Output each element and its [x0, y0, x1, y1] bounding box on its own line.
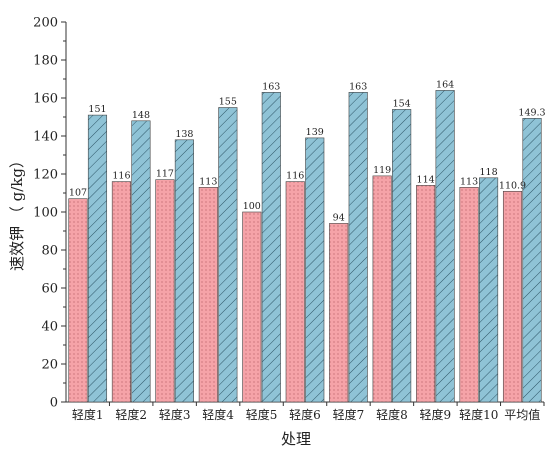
bar-series-1	[198, 187, 218, 403]
x-axis-title: 处理	[281, 430, 311, 448]
data-label: 113	[199, 176, 217, 187]
x-tick-label: 轻度5	[246, 407, 278, 422]
data-label: 148	[132, 110, 150, 121]
data-label: 163	[262, 81, 280, 92]
y-tick-label: 160	[33, 92, 58, 107]
data-label: 110.9	[499, 180, 526, 191]
bar-series-2	[522, 118, 542, 403]
bar-series-2	[392, 109, 412, 403]
y-axis: 0 20 40 60 80 100 120 140 160 180 200	[33, 16, 67, 411]
data-labels-group: 107 151 116 148 117 138 113 155 100 163 116 139 94 16…	[69, 79, 546, 223]
x-tick-label: 轻度10	[459, 407, 498, 422]
bar-series-1	[502, 190, 523, 403]
data-label: 139	[306, 127, 324, 138]
y-tick-label: 40	[41, 320, 58, 335]
data-label: 117	[156, 169, 174, 180]
bar-series-1	[459, 187, 479, 403]
x-tick-label: 轻度7	[333, 407, 365, 422]
bar-series-1	[285, 181, 305, 403]
data-label: 94	[333, 212, 345, 223]
bar-series-2	[218, 107, 238, 403]
bar-series-group	[68, 90, 542, 403]
data-label: 119	[373, 165, 391, 176]
bar-series-1	[111, 181, 131, 403]
x-tick-label: 轻度1	[72, 407, 104, 422]
x-tick-label: 平均值	[504, 407, 540, 422]
y-tick-label: 80	[41, 244, 58, 259]
y-tick-label: 100	[33, 206, 58, 221]
data-label: 116	[286, 171, 304, 182]
bar-series-1	[242, 211, 262, 403]
bar-series-2	[435, 90, 455, 403]
data-label: 164	[436, 79, 454, 90]
data-label: 118	[479, 167, 497, 178]
x-tick-label: 轻度3	[159, 407, 191, 422]
data-label: 155	[219, 97, 237, 108]
bar-series-2	[261, 92, 281, 403]
data-label: 114	[417, 174, 435, 185]
data-label: 154	[393, 98, 411, 109]
y-tick-label: 0	[50, 396, 58, 411]
x-axis: 轻度1 轻度2 轻度3 轻度4 轻度5 轻度6 轻度7 轻度8 轻度9 轻度10 平均值	[66, 401, 545, 422]
data-label: 113	[460, 176, 478, 187]
x-tick-label: 轻度2	[115, 407, 147, 422]
data-label: 138	[175, 129, 193, 140]
data-label: 163	[349, 81, 367, 92]
bar-series-1	[68, 198, 88, 403]
x-tick-label: 轻度6	[289, 407, 321, 422]
y-tick-label: 140	[33, 130, 58, 145]
bar-series-2	[305, 137, 325, 403]
data-label: 100	[243, 201, 261, 212]
data-label: 107	[69, 188, 87, 199]
bar-series-2	[348, 92, 368, 403]
bar-series-1	[329, 223, 349, 403]
data-label: 151	[88, 104, 106, 115]
y-tick-label: 120	[33, 168, 58, 183]
bar-series-2	[87, 114, 108, 403]
bar-series-1	[155, 179, 175, 403]
x-tick-label: 轻度4	[202, 407, 234, 422]
bar-series-2	[131, 120, 151, 403]
y-tick-label: 60	[41, 282, 58, 297]
bar-series-2	[479, 177, 499, 403]
y-tick-label: 180	[33, 54, 58, 69]
bar-series-1	[416, 185, 436, 403]
bar-series-2	[174, 139, 194, 403]
data-label: 149.3	[518, 107, 545, 118]
bar-series-1	[372, 175, 392, 403]
y-tick-label: 200	[33, 16, 58, 31]
y-tick-label: 20	[41, 358, 58, 373]
data-label: 116	[112, 171, 130, 182]
x-tick-label: 轻度9	[420, 407, 452, 422]
x-tick-label: 轻度8	[376, 407, 408, 422]
y-axis-title: 速效钾 （ g/kg）	[8, 153, 26, 271]
